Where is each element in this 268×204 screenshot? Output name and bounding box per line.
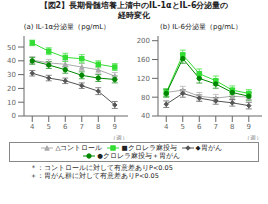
- svg-text:5: 5: [47, 123, 51, 131]
- html-text:■クロレラ麻投与: ■クロレラ麻投与: [121, 144, 177, 152]
- svg-text:7: 7: [80, 123, 84, 131]
- svg-text:30: 30: [8, 71, 16, 79]
- html-text:(b) IL-6分泌量（pg/mL）: (b) IL-6分泌量（pg/mL）: [160, 23, 242, 31]
- html-text:●クロレラ麻投与＋胃がん: ●クロレラ麻投与＋胃がん: [97, 152, 180, 160]
- svg-text:4: 4: [164, 123, 169, 131]
- html-text:＊：コントロールに対して有意差ありP<0.05: ＊：コントロールに対して有意差ありP<0.05: [30, 164, 173, 172]
- html-text:(a) IL-1α分泌量（pg/mL）: (a) IL-1α分泌量（pg/mL）: [23, 23, 111, 31]
- svg-text:50: 50: [8, 44, 16, 52]
- svg-text:7: 7: [214, 123, 218, 131]
- html-text:◆胃がん: ◆胃がん: [195, 144, 222, 152]
- svg-text:20: 20: [8, 85, 16, 93]
- svg-text:0: 0: [12, 112, 16, 120]
- svg-text:9: 9: [247, 123, 251, 131]
- svg-text:9: 9: [113, 123, 117, 131]
- svg-text:4: 4: [30, 123, 35, 131]
- svg-text:8: 8: [96, 123, 100, 131]
- html-text:経時変化: 経時変化: [118, 11, 150, 20]
- html-text:【図2】長期骨髄培養上清中のIL-1αとIL-6分泌量の: 【図2】長期骨髄培養上清中のIL-1αとIL-6分泌量の: [39, 1, 229, 10]
- html-text:△コントロール: △コントロール: [55, 144, 103, 152]
- svg-text:6: 6: [197, 123, 202, 131]
- svg-text:40: 40: [8, 57, 16, 65]
- svg-text:6: 6: [63, 123, 68, 131]
- svg-text:5: 5: [181, 123, 185, 131]
- svg-text:120: 120: [137, 75, 150, 83]
- svg-text:10: 10: [8, 99, 16, 107]
- svg-text:（週）: （週）: [110, 134, 128, 140]
- html-text:＋：胃がん群に対して有意差ありP<0.05: ＋：胃がん群に対して有意差ありP<0.05: [30, 172, 159, 180]
- svg-text:8: 8: [230, 123, 234, 131]
- svg-text:200: 200: [137, 37, 150, 45]
- svg-text:40: 40: [141, 112, 150, 120]
- svg-text:80: 80: [141, 94, 150, 102]
- svg-text:（週）: （週）: [244, 134, 260, 140]
- svg-text:160: 160: [137, 56, 150, 64]
